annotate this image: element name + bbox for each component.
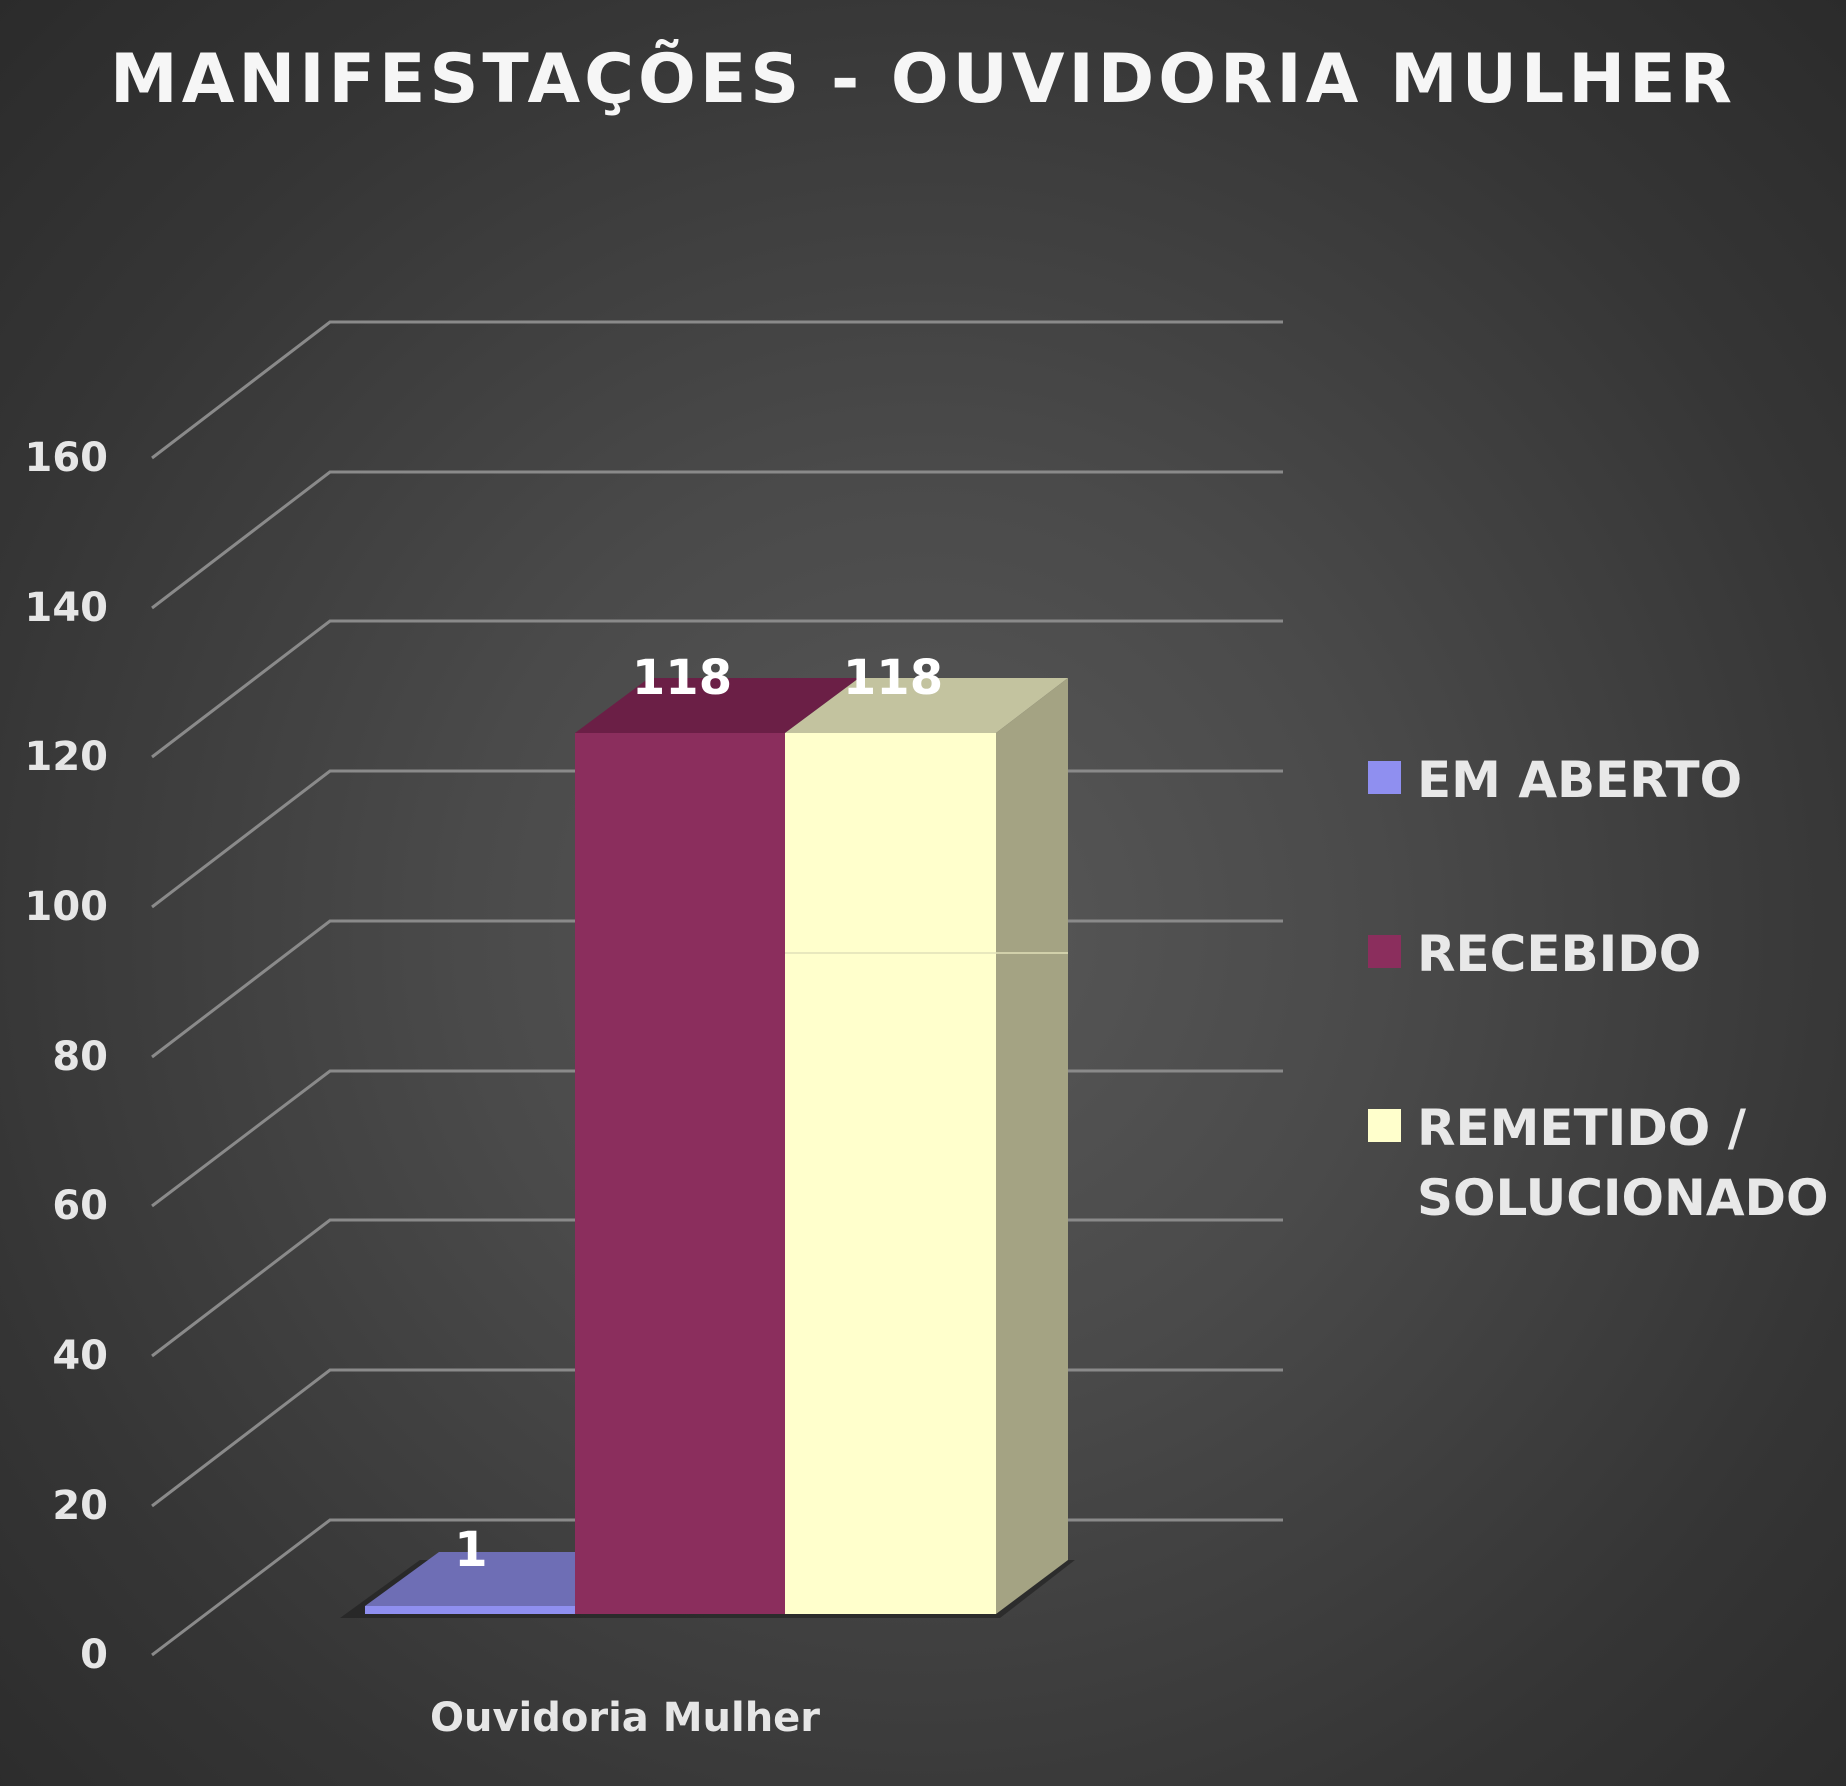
legend-label: EM ABERTO — [1417, 751, 1743, 809]
legend-item-recebido: RECEBIDO — [1368, 919, 1837, 989]
y-tick-label: 60 — [52, 1183, 108, 1229]
y-tick-label: 160 — [24, 435, 109, 481]
y-tick-label: 120 — [24, 734, 109, 780]
legend-swatch-icon — [1368, 1109, 1401, 1142]
y-tick-label: 140 — [24, 585, 109, 631]
legend-item-em-aberto: EM ABERTO — [1368, 745, 1837, 815]
y-tick-label: 20 — [52, 1483, 108, 1529]
chart-title: MANIFESTAÇÕES - OUVIDORIA MULHER — [110, 40, 1736, 119]
legend-item-remetido-solucionado: REMETIDO / SOLUCIONADO — [1368, 1093, 1829, 1233]
legend-swatch-icon — [1368, 761, 1401, 794]
bar-remetido-solucionado — [785, 678, 1068, 1614]
data-label-remetido: 118 — [842, 650, 944, 706]
legend-label: RECEBIDO — [1417, 925, 1702, 983]
category-label: Ouvidoria Mulher — [429, 1695, 821, 1741]
data-label-recebido: 118 — [631, 650, 733, 706]
data-label-em-aberto: 1 — [454, 1522, 488, 1578]
legend-label: REMETIDO / SOLUCIONADO — [1417, 1099, 1829, 1227]
y-tick-label: 0 — [80, 1632, 108, 1678]
legend-swatch-icon — [1368, 935, 1401, 968]
y-tick-label: 80 — [52, 1034, 108, 1080]
y-tick-label: 40 — [52, 1333, 108, 1379]
bar-recebido — [575, 678, 859, 1614]
y-tick-label: 100 — [24, 884, 109, 930]
